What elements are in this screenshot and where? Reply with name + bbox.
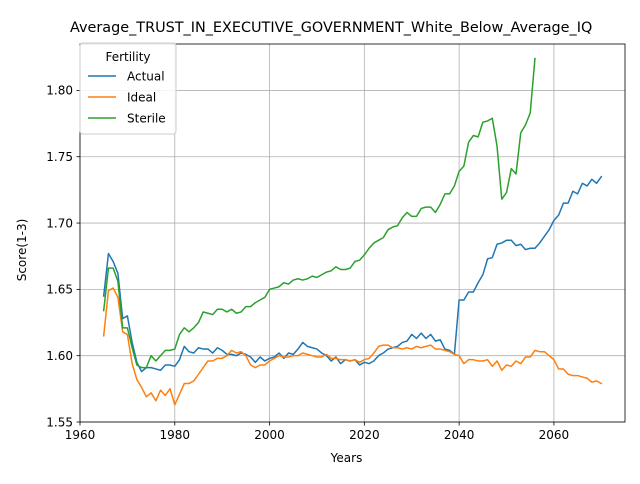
x-tick-label: 1980 — [160, 428, 191, 442]
legend-box — [79, 42, 177, 135]
y-tick-label: 1.80 — [46, 84, 73, 98]
legend-title: Fertility — [105, 50, 150, 64]
x-tick-label: 2060 — [539, 428, 570, 442]
axis-ticks: 1960 1980 2000 2020 2040 2060 1.55 1.60 1.65 1.70… — [46, 84, 569, 442]
x-tick-label: 2040 — [444, 428, 475, 442]
y-axis-label: Score(1-3) — [15, 219, 29, 282]
y-tick-label: 1.55 — [46, 415, 73, 429]
grid — [79, 44, 625, 423]
legend-label-ideal: Ideal — [127, 91, 156, 105]
legend-label-actual: Actual — [127, 70, 165, 84]
x-tick-label: 1960 — [65, 428, 96, 442]
series-line-sterile — [102, 57, 536, 369]
y-tick-label: 1.60 — [46, 349, 73, 363]
legend-label-sterile: Sterile — [127, 112, 166, 126]
chart-title: Average_TRUST_IN_EXECUTIVE_GOVERNMENT_Wh… — [70, 20, 592, 36]
legend-entries: Actual Ideal Sterile — [88, 70, 166, 126]
x-tick-label: 2000 — [254, 428, 285, 442]
series-line-ideal — [102, 287, 603, 406]
x-axis-label: Years — [330, 451, 363, 465]
y-tick-label: 1.75 — [46, 150, 73, 164]
legend: Fertility Actual Ideal Sterile — [79, 42, 177, 135]
series-lines — [102, 57, 603, 406]
plot-frame — [79, 43, 626, 423]
y-tick-label: 1.65 — [46, 283, 73, 297]
y-tick-label: 1.70 — [46, 216, 73, 230]
x-tick-label: 2020 — [349, 428, 380, 442]
